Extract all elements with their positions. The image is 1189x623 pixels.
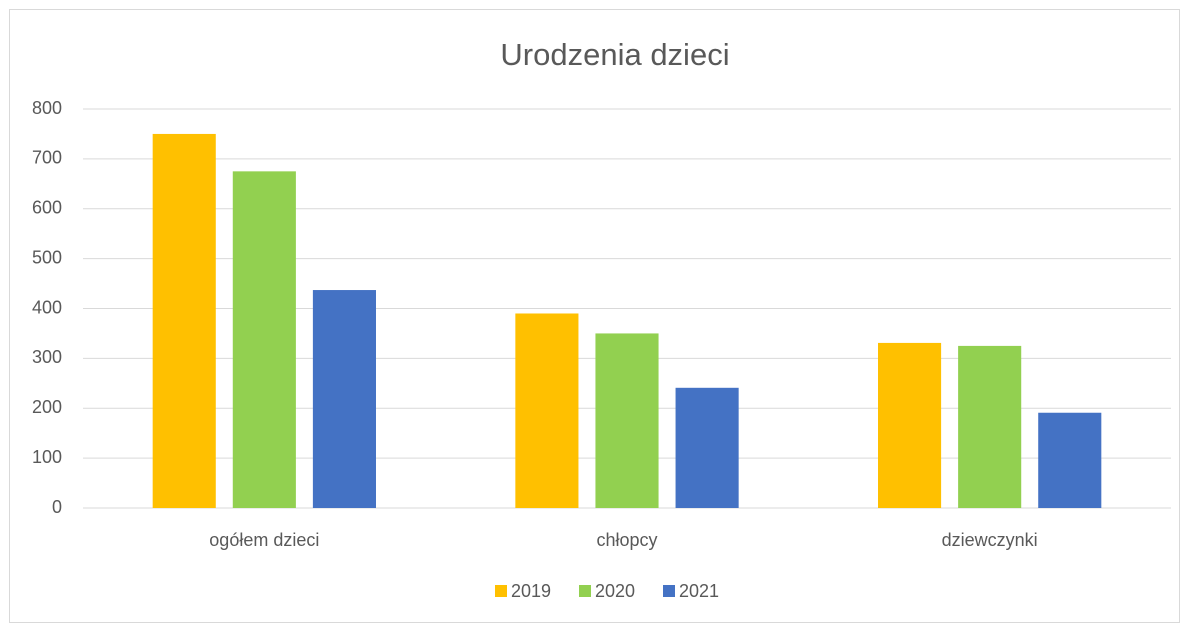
bar: [675, 387, 739, 508]
y-tick-label: 300: [32, 347, 62, 367]
y-tick-label: 600: [32, 198, 62, 218]
y-tick-label: 400: [32, 297, 62, 317]
x-tick-label: ogółem dzieci: [209, 530, 319, 550]
legend-swatch: [663, 585, 675, 597]
bar: [312, 290, 376, 508]
x-tick-label: dziewczynki: [942, 530, 1038, 550]
chart-title: Urodzenia dzieci: [500, 37, 729, 72]
bar: [1038, 412, 1102, 508]
legend-swatch: [495, 585, 507, 597]
x-tick-label: chłopcy: [596, 530, 657, 550]
legend-swatch: [579, 585, 591, 597]
y-tick-label: 700: [32, 148, 62, 168]
bar: [515, 313, 579, 508]
y-tick-label: 800: [32, 98, 62, 118]
y-tick-label: 200: [32, 397, 62, 417]
legend-label: 2021: [679, 581, 719, 601]
y-tick-label: 500: [32, 247, 62, 267]
bar: [958, 345, 1022, 508]
legend-label: 2019: [511, 581, 551, 601]
y-tick-label: 0: [52, 497, 62, 517]
legend-label: 2020: [595, 581, 635, 601]
bar: [232, 171, 296, 508]
bar: [878, 342, 942, 508]
y-tick-label: 100: [32, 447, 62, 467]
bar: [152, 133, 216, 508]
bar: [595, 333, 659, 508]
